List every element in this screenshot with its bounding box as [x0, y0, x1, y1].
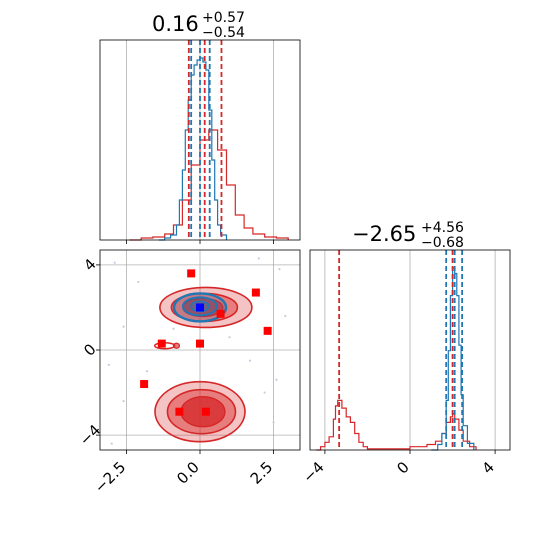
sample-point [137, 280, 140, 284]
hist-series-red [129, 129, 289, 241]
sample-point [275, 378, 278, 381]
sample-point [172, 327, 175, 330]
title-param-2: −2.65 +4.56 −0.68 [352, 220, 464, 251]
red-marker [196, 339, 204, 348]
title-param-2-upper: +4.56 [421, 220, 464, 236]
title-param-1: 0.16 +0.57 −0.54 [152, 10, 245, 41]
blue-marker [196, 303, 204, 312]
title-param-2-value: −2.65 [352, 222, 416, 246]
sample-point [145, 370, 149, 373]
sample-point [228, 336, 231, 339]
hist-panel-param-1 [99, 39, 301, 244]
x-tick-label: 0.0 [173, 458, 203, 488]
sample-point [122, 399, 125, 403]
axes-frame [99, 249, 301, 451]
hist-series-blue [158, 57, 228, 241]
hist-panel-param-2 [309, 249, 511, 454]
red-marker [187, 269, 196, 278]
red-marker [140, 380, 149, 389]
axes-frame [309, 249, 511, 451]
title-param-2-lower: −0.68 [421, 235, 464, 251]
red-marker [251, 288, 260, 297]
sample-point [107, 363, 110, 366]
red-marker [263, 326, 272, 335]
x-tick-label: −4 [299, 458, 327, 486]
contour-red-island-small [172, 342, 181, 349]
red-marker [175, 407, 184, 416]
title-param-1-lower: −0.54 [202, 25, 245, 41]
hist-series-red [316, 399, 477, 451]
sample-point [122, 325, 125, 328]
sample-point [263, 391, 266, 394]
tick-labels: −2.5 0.0 2.5−404−4 0 4 [76, 255, 498, 496]
title-param-1-value: 0.16 [152, 12, 199, 36]
sample-point [284, 314, 287, 318]
sample-point [278, 268, 281, 271]
red-marker [216, 309, 225, 318]
x-tick-label: 0 [393, 458, 412, 477]
title-param-1-upper: +0.57 [202, 10, 245, 26]
x-tick-label: 4 [478, 458, 497, 477]
axes-frame [99, 39, 301, 241]
sample-point [257, 257, 260, 260]
contour-panel [96, 249, 301, 454]
red-marker [157, 339, 166, 348]
sample-point [248, 359, 252, 362]
x-tick-label: 2.5 [247, 458, 277, 488]
sample-point [113, 261, 116, 264]
sample-point [272, 421, 275, 424]
sample-point [110, 442, 113, 445]
x-tick-label: −2.5 [91, 458, 129, 496]
red-marker [201, 407, 210, 416]
